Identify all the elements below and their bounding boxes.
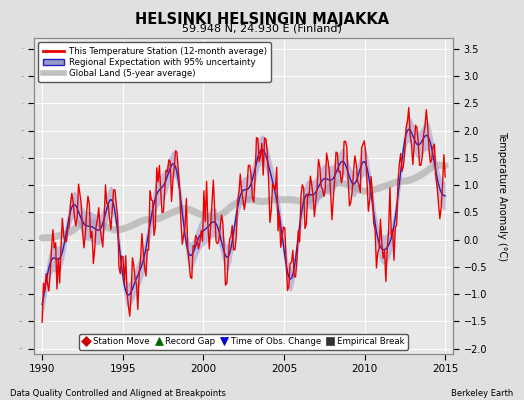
Text: Berkeley Earth: Berkeley Earth: [451, 389, 514, 398]
Text: HELSINKI HELSINGIN MAJAKKA: HELSINKI HELSINGIN MAJAKKA: [135, 12, 389, 27]
Text: 59.948 N, 24.930 E (Finland): 59.948 N, 24.930 E (Finland): [182, 23, 342, 33]
Legend: Station Move, Record Gap, Time of Obs. Change, Empirical Break: Station Move, Record Gap, Time of Obs. C…: [80, 334, 408, 350]
Y-axis label: Temperature Anomaly (°C): Temperature Anomaly (°C): [497, 131, 507, 261]
Text: Data Quality Controlled and Aligned at Breakpoints: Data Quality Controlled and Aligned at B…: [10, 389, 226, 398]
